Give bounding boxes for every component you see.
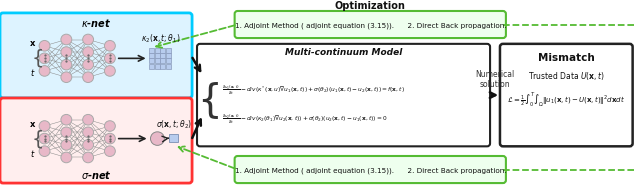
Text: $\kappa$-net: $\kappa$-net — [81, 17, 111, 29]
Bar — [170, 134, 178, 142]
Circle shape — [104, 53, 115, 64]
Bar — [150, 64, 154, 68]
Circle shape — [39, 66, 50, 76]
Text: Multi-continuum Model: Multi-continuum Model — [285, 48, 402, 57]
FancyBboxPatch shape — [235, 156, 506, 183]
Circle shape — [39, 53, 50, 64]
FancyBboxPatch shape — [0, 13, 192, 98]
Text: Trusted Data $U(\mathbf{x},t)$: Trusted Data $U(\mathbf{x},t)$ — [528, 70, 605, 82]
Bar — [155, 64, 160, 68]
Circle shape — [104, 41, 115, 51]
Circle shape — [61, 34, 72, 45]
Bar — [150, 53, 154, 58]
Circle shape — [39, 133, 50, 144]
Bar — [161, 64, 165, 68]
Text: $t$: $t$ — [30, 67, 35, 78]
Text: Optimization: Optimization — [335, 1, 406, 11]
Circle shape — [61, 152, 72, 163]
FancyBboxPatch shape — [235, 11, 506, 38]
Text: 1. Adjoint Method ( adjoint equation (3.15)).      2. Direct Back propagation.: 1. Adjoint Method ( adjoint equation (3.… — [234, 22, 506, 29]
Bar — [155, 48, 160, 53]
Bar — [161, 58, 165, 63]
Text: 1. Adjoint Method ( adjoint equation (3.15)).      2. Direct Back propagation.: 1. Adjoint Method ( adjoint equation (3.… — [234, 167, 506, 174]
Circle shape — [83, 59, 93, 70]
Text: Mismatch: Mismatch — [538, 53, 595, 63]
Circle shape — [61, 127, 72, 138]
Circle shape — [61, 139, 72, 150]
Text: $\frac{\partial u_1(\mathbf{x},t)}{\partial t} - div(\kappa^*(\mathbf{x},u)\nabl: $\frac{\partial u_1(\mathbf{x},t)}{\part… — [222, 83, 404, 97]
Text: {: { — [31, 49, 44, 68]
Circle shape — [61, 47, 72, 57]
Bar — [166, 53, 171, 58]
Circle shape — [83, 127, 93, 138]
Text: $\mathbf{x}$: $\mathbf{x}$ — [29, 120, 36, 129]
Text: $\mathcal{L} = \frac{1}{2}\int_0^T\int_{\Omega}\|u_1(\mathbf{x},t) - U(\mathbf{x: $\mathcal{L} = \frac{1}{2}\int_0^T\int_{… — [508, 91, 625, 109]
Bar — [161, 48, 165, 53]
Circle shape — [61, 59, 72, 70]
Circle shape — [104, 121, 115, 131]
Text: {: { — [198, 81, 222, 119]
Circle shape — [83, 72, 93, 83]
Bar — [161, 53, 165, 58]
Circle shape — [104, 146, 115, 157]
Circle shape — [61, 72, 72, 83]
Circle shape — [83, 47, 93, 57]
Circle shape — [83, 139, 93, 150]
FancyBboxPatch shape — [197, 44, 490, 146]
Circle shape — [150, 132, 164, 145]
Bar — [150, 58, 154, 63]
Bar — [166, 48, 171, 53]
FancyBboxPatch shape — [500, 44, 632, 146]
Text: $\kappa_2(\mathbf{x},t;\theta_1)$: $\kappa_2(\mathbf{x},t;\theta_1)$ — [141, 32, 180, 45]
Circle shape — [104, 66, 115, 76]
Text: $\sigma(\mathbf{x},t;\theta_2)$: $\sigma(\mathbf{x},t;\theta_2)$ — [156, 118, 192, 131]
Circle shape — [83, 115, 93, 125]
Circle shape — [83, 152, 93, 163]
Text: Numerical
solution: Numerical solution — [476, 70, 515, 89]
Bar — [166, 64, 171, 68]
Circle shape — [83, 34, 93, 45]
Text: $t$: $t$ — [30, 148, 35, 159]
Bar — [166, 58, 171, 63]
Bar — [155, 58, 160, 63]
Circle shape — [61, 115, 72, 125]
Text: {: { — [31, 129, 44, 148]
Bar — [150, 48, 154, 53]
FancyBboxPatch shape — [0, 98, 192, 183]
Text: $\frac{\partial u_2(\mathbf{x},t)}{\partial t} - div(\kappa_2(\theta_1)\nabla u_: $\frac{\partial u_2(\mathbf{x},t)}{\part… — [222, 112, 387, 126]
Circle shape — [39, 41, 50, 51]
Bar — [155, 53, 160, 58]
Circle shape — [39, 121, 50, 131]
Circle shape — [39, 146, 50, 157]
Text: $\mathbf{x}$: $\mathbf{x}$ — [29, 39, 36, 48]
Circle shape — [104, 133, 115, 144]
Text: $\sigma$-net: $\sigma$-net — [81, 169, 111, 181]
